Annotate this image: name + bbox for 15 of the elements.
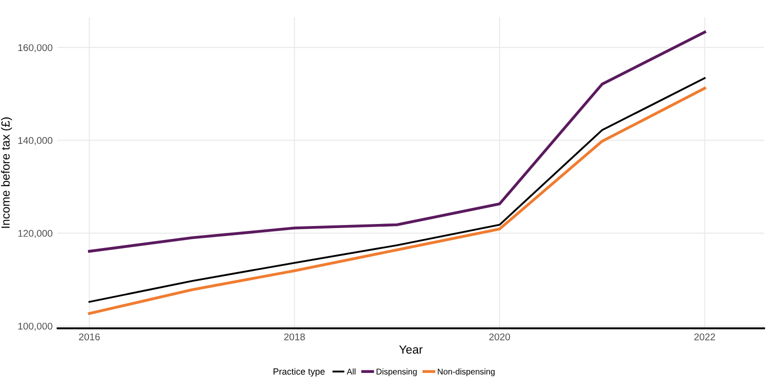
legend-label: All — [346, 368, 356, 374]
y-tick-label: 100,000 — [18, 322, 52, 331]
x-tick-label: 2016 — [79, 333, 100, 340]
x-tick-label: 2022 — [694, 333, 716, 340]
y-tick-label: 160,000 — [18, 44, 52, 52]
legend-label: Non-dispensing — [438, 368, 495, 376]
y-tick-label: 120,000 — [18, 230, 52, 238]
legend-label: Dispensing — [376, 368, 417, 376]
x-tick-label: 2018 — [284, 333, 305, 340]
x-axis-title: Year — [399, 345, 423, 354]
x-tick-label: 2020 — [489, 333, 510, 340]
y-tick-label: 140,000 — [18, 137, 52, 146]
line-series — [88, 30, 706, 253]
legend-title: Practice type — [274, 368, 325, 376]
y-axis-title: Income before tax (£) — [1, 117, 12, 228]
